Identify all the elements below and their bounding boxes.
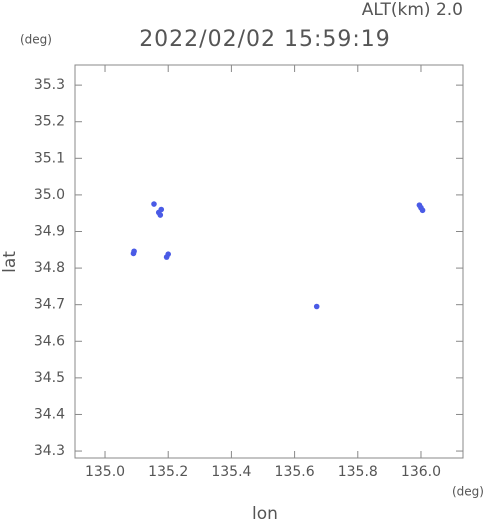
y-tick-label: 34.6 xyxy=(34,333,65,349)
y-tick-label: 34.3 xyxy=(34,443,65,459)
echo-point xyxy=(157,212,164,218)
echo-point xyxy=(313,303,320,310)
x-tick-label: 136.0 xyxy=(401,464,441,480)
echo-point xyxy=(131,248,137,255)
plot-frame xyxy=(74,64,464,459)
altitude-label: ALT(km) 2.0 xyxy=(362,0,463,20)
y-tick-label: 34.5 xyxy=(34,370,65,386)
y-tick-label: 34.7 xyxy=(34,297,65,313)
x-tick-label: 135.8 xyxy=(338,464,378,480)
y-axis-label: lat xyxy=(0,251,20,273)
x-tick-label: 135.4 xyxy=(211,464,251,480)
y-tick-label: 35.0 xyxy=(34,187,65,203)
x-tick-label: 135.6 xyxy=(275,464,315,480)
chart-title: 2022/02/02 15:59:19 xyxy=(139,27,391,52)
x-unit: (deg) xyxy=(452,485,484,499)
echo-point xyxy=(151,201,157,207)
y-tick-label: 34.9 xyxy=(34,223,65,239)
y-tick-label: 35.1 xyxy=(34,150,65,166)
y-tick-label: 34.4 xyxy=(34,406,65,422)
x-tick-label: 135.0 xyxy=(85,464,125,480)
echo-point xyxy=(158,206,165,213)
y-tick-label: 35.2 xyxy=(34,114,65,130)
x-tick-label: 135.2 xyxy=(148,464,188,480)
echo-point xyxy=(418,204,424,211)
echo-point xyxy=(165,251,172,257)
y-tick-label: 35.3 xyxy=(34,77,65,93)
y-unit: (deg) xyxy=(20,33,52,47)
x-axis-label: lon xyxy=(252,504,278,521)
y-tick-label: 34.8 xyxy=(34,260,65,276)
